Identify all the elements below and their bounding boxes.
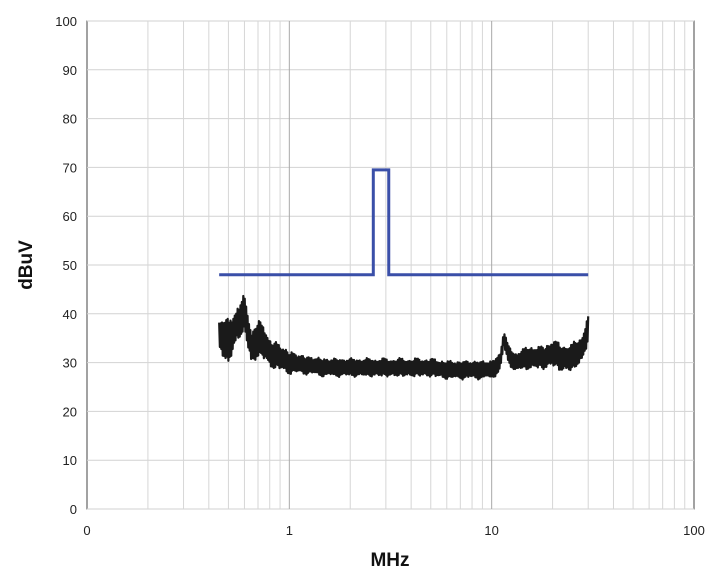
x-axis-title: MHz: [370, 550, 409, 571]
y-tick-label: 80: [63, 112, 77, 127]
y-tick-label: 30: [63, 356, 77, 371]
tick-labels: 0 10 20 30 40 50 60 70 80 90 100 0 1 10 100: [55, 14, 705, 538]
y-tick-label: 90: [63, 63, 77, 78]
x-tick-label: 1: [286, 523, 293, 538]
y-tick-label: 60: [63, 209, 77, 224]
x-tick-label: 100: [683, 523, 705, 538]
grid: [87, 20, 694, 510]
y-tick-label: 100: [55, 14, 77, 29]
y-tick-label: 0: [70, 502, 77, 517]
limit-line: [219, 168, 589, 277]
y-tick-label: 70: [63, 160, 77, 175]
series-layer: [218, 168, 590, 381]
y-tick-label: 20: [63, 404, 77, 419]
x-tick-label: 10: [484, 523, 498, 538]
y-tick-label: 50: [63, 258, 77, 273]
measured-emission-trace: [218, 294, 590, 381]
y-tick-label: 40: [63, 307, 77, 322]
x-tick-label: 0: [83, 523, 90, 538]
y-axis-title: dBuV: [16, 240, 37, 290]
y-tick-label: 10: [63, 453, 77, 468]
